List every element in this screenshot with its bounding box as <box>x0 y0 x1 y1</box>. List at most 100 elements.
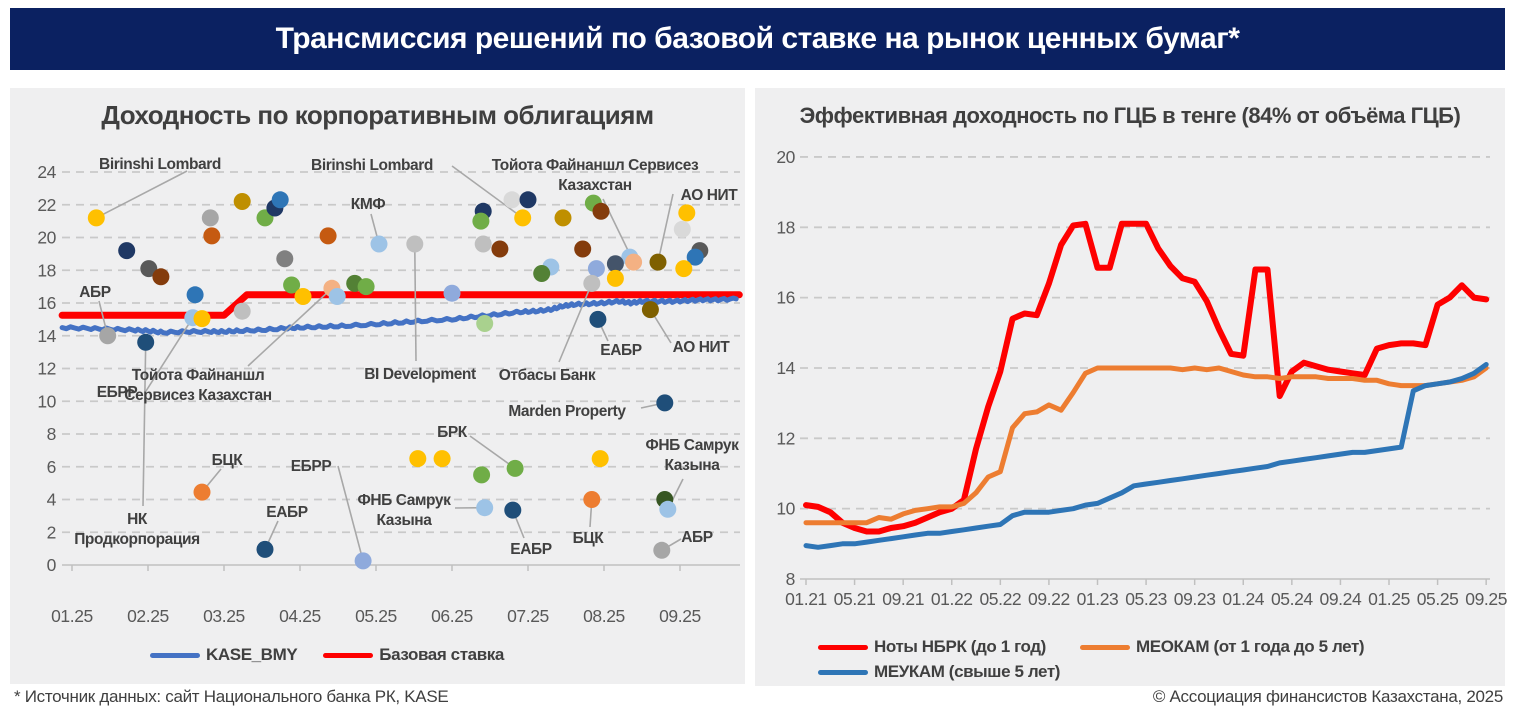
kase-bmy-line-swatch <box>150 652 200 658</box>
scatter-dot <box>118 242 136 260</box>
annotation-label: Казына <box>665 457 721 474</box>
base-rate-line-swatch <box>323 652 374 658</box>
annotation-label: БРК <box>437 424 468 441</box>
x-tick-label: 08.25 <box>583 606 625 626</box>
scatter-dot <box>589 310 607 328</box>
legend-item-kase-bmy: KASE_BMY <box>150 645 298 665</box>
annotation-leader-line <box>413 244 417 362</box>
annotation-leader-line <box>337 465 364 562</box>
annotation-leader-line <box>657 193 674 263</box>
annotation-label: Birinshi Lombard <box>311 157 433 174</box>
page-title: Трансмиссия решений по базовой ставке на… <box>275 22 1240 55</box>
scatter-dot <box>87 209 105 227</box>
scatter-dot <box>554 209 572 227</box>
kase-bmy-line <box>59 295 739 336</box>
annotation-label: АБР <box>79 284 111 301</box>
x-tick-label: 02.25 <box>127 606 169 626</box>
y-tick-label: 10 <box>37 391 56 411</box>
legend-label: KASE_BMY <box>206 645 298 664</box>
y-tick-label: 18 <box>776 217 795 237</box>
x-tick-label: 05.25 <box>1417 589 1459 609</box>
x-tick-label: 07.25 <box>507 606 549 626</box>
scatter-dot <box>193 310 211 328</box>
scatter-dot <box>319 227 337 245</box>
scatter-dot <box>472 212 490 230</box>
scatter-dot <box>409 450 427 468</box>
x-tick-label: 09.21 <box>882 589 924 609</box>
annotation-label: ЕБРР <box>97 384 138 401</box>
legend-label: Ноты НБРК (до 1 год) <box>874 637 1046 656</box>
x-tick-label: 01.25 <box>1368 589 1410 609</box>
scatter-dot <box>271 191 289 209</box>
scatter-dot <box>686 248 704 266</box>
legend-label: МЕУКАМ (свыше 5 лет) <box>874 662 1061 681</box>
x-tick-label: 03.25 <box>203 606 245 626</box>
annotation-label: ЕАБР <box>510 541 551 558</box>
x-tick-label: 04.25 <box>279 606 321 626</box>
x-tick-label: 01.23 <box>1077 589 1119 609</box>
annotation-leader-line <box>247 287 333 367</box>
annotation-label: BI Development <box>364 366 476 383</box>
x-tick-label: 06.25 <box>431 606 473 626</box>
annotation-label: АО НИТ <box>673 339 731 356</box>
scatter-dot <box>294 288 312 305</box>
x-tick-label: 09.25 <box>659 606 701 626</box>
y-tick-label: 4 <box>47 490 57 510</box>
annotation-leader-line <box>558 283 593 363</box>
y-tick-label: 22 <box>37 195 56 215</box>
annotation-label: Birinshi Lombard <box>99 156 221 173</box>
scatter-dot <box>506 459 524 477</box>
meukam-line-swatch <box>818 669 868 675</box>
scatter-dot <box>673 220 691 238</box>
legend-item-noty-nbrk: Ноты НБРК (до 1 год) <box>818 637 1080 657</box>
scatter-dot <box>152 268 170 286</box>
annotation-label: Marden Property <box>508 403 626 420</box>
scatter-dot <box>491 240 509 258</box>
series-line <box>803 365 1489 526</box>
x-tick-label: 09.22 <box>1028 589 1070 609</box>
scatter-dot <box>606 255 624 273</box>
annotation-label: Казахстан <box>558 177 631 194</box>
right-chart-title: Эффективная доходность по ГЦБ в тенге (8… <box>799 103 1461 128</box>
x-tick-label: 01.24 <box>1222 589 1264 609</box>
scatter-dot <box>473 466 491 484</box>
scatter-dot <box>503 191 521 209</box>
scatter-dot <box>606 269 624 287</box>
legend-item-meokam: МЕОКАМ (от 1 года до 5 лет) <box>1080 637 1365 657</box>
scatter-dot <box>504 501 522 519</box>
scatter-dot <box>659 500 677 518</box>
scatter-dot <box>533 265 551 282</box>
scatter-dot <box>592 202 610 220</box>
y-tick-label: 12 <box>776 428 795 448</box>
y-tick-label: 18 <box>37 260 56 280</box>
scatter-dot <box>649 253 667 271</box>
annotation-leader-line <box>451 165 524 219</box>
series-line <box>803 220 1490 535</box>
y-tick-label: 14 <box>37 326 56 346</box>
scatter-dot <box>354 552 372 570</box>
y-tick-label: 8 <box>786 569 795 589</box>
x-tick-label: 05.22 <box>979 589 1021 609</box>
x-tick-label: 01.22 <box>931 589 973 609</box>
y-tick-label: 20 <box>37 228 56 248</box>
scatter-dot <box>519 191 537 209</box>
scatter-dot <box>656 394 674 412</box>
scatter-dot <box>137 333 155 351</box>
scatter-dot <box>583 274 601 292</box>
annotation-label: ЕАБР <box>266 504 307 521</box>
annotation-label: ФНБ Самрук <box>358 492 452 509</box>
x-tick-label: 09.23 <box>1174 589 1216 609</box>
legend-label: Базовая ставка <box>379 645 504 664</box>
x-tick-label: 05.23 <box>1125 589 1167 609</box>
annotation-label: Тойота Файнаншл <box>132 367 265 384</box>
scatter-dot <box>675 260 693 278</box>
scatter-dot <box>591 450 609 468</box>
series-line <box>803 362 1489 550</box>
scatter-dot <box>99 327 117 345</box>
scatter-dot <box>256 540 274 558</box>
annotation-label: НК <box>127 511 148 528</box>
scatter-dot <box>625 253 643 271</box>
meokam-line-swatch <box>1080 644 1130 650</box>
scatter-dot <box>233 193 251 210</box>
